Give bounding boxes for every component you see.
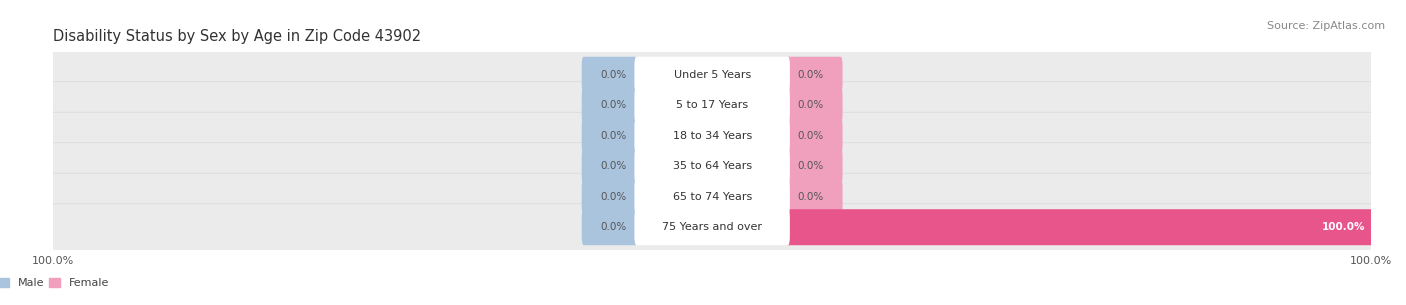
FancyBboxPatch shape [634, 209, 790, 245]
FancyBboxPatch shape [634, 148, 790, 184]
FancyBboxPatch shape [582, 87, 638, 123]
FancyBboxPatch shape [786, 209, 1372, 245]
FancyBboxPatch shape [582, 209, 638, 245]
FancyBboxPatch shape [51, 143, 1374, 190]
Text: 0.0%: 0.0% [797, 161, 824, 171]
Text: 0.0%: 0.0% [600, 131, 627, 141]
FancyBboxPatch shape [786, 179, 842, 215]
Text: 0.0%: 0.0% [797, 70, 824, 80]
FancyBboxPatch shape [582, 148, 638, 184]
Text: 65 to 74 Years: 65 to 74 Years [672, 192, 752, 202]
Legend: Male, Female: Male, Female [0, 278, 110, 288]
FancyBboxPatch shape [634, 179, 790, 215]
Text: 0.0%: 0.0% [797, 192, 824, 202]
Text: 75 Years and over: 75 Years and over [662, 222, 762, 232]
FancyBboxPatch shape [582, 118, 638, 154]
Text: 0.0%: 0.0% [600, 100, 627, 110]
Text: Disability Status by Sex by Age in Zip Code 43902: Disability Status by Sex by Age in Zip C… [53, 29, 422, 44]
Text: 100.0%: 100.0% [1322, 222, 1365, 232]
FancyBboxPatch shape [51, 204, 1374, 251]
Text: 0.0%: 0.0% [797, 100, 824, 110]
Text: Source: ZipAtlas.com: Source: ZipAtlas.com [1267, 21, 1385, 31]
FancyBboxPatch shape [786, 87, 842, 123]
FancyBboxPatch shape [51, 173, 1374, 220]
FancyBboxPatch shape [786, 148, 842, 184]
Text: 0.0%: 0.0% [797, 131, 824, 141]
FancyBboxPatch shape [51, 82, 1374, 129]
Text: 5 to 17 Years: 5 to 17 Years [676, 100, 748, 110]
Text: 35 to 64 Years: 35 to 64 Years [672, 161, 752, 171]
Text: 0.0%: 0.0% [600, 70, 627, 80]
Text: 0.0%: 0.0% [600, 222, 627, 232]
FancyBboxPatch shape [582, 57, 638, 93]
FancyBboxPatch shape [634, 87, 790, 123]
FancyBboxPatch shape [51, 112, 1374, 159]
FancyBboxPatch shape [634, 118, 790, 154]
FancyBboxPatch shape [634, 57, 790, 93]
FancyBboxPatch shape [786, 118, 842, 154]
FancyBboxPatch shape [786, 57, 842, 93]
Text: 18 to 34 Years: 18 to 34 Years [672, 131, 752, 141]
FancyBboxPatch shape [51, 51, 1374, 98]
Text: 0.0%: 0.0% [600, 161, 627, 171]
FancyBboxPatch shape [582, 179, 638, 215]
Text: Under 5 Years: Under 5 Years [673, 70, 751, 80]
Text: 0.0%: 0.0% [600, 192, 627, 202]
